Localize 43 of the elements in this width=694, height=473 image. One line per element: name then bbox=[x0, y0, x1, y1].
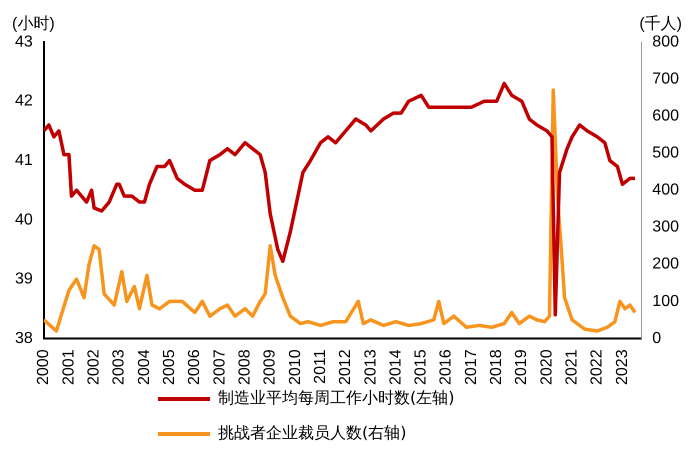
x-tick-label: 2020 bbox=[538, 349, 556, 385]
y-tick-label: 38 bbox=[15, 330, 33, 347]
x-tick-label: 2006 bbox=[186, 349, 204, 385]
y2-tick-label: 600 bbox=[652, 108, 680, 125]
x-tick-label: 2023 bbox=[614, 349, 631, 385]
x-tick-label: 2011 bbox=[312, 349, 329, 384]
legend-label: 制造业平均每周工作小时数(左轴) bbox=[218, 388, 454, 409]
y2-tick-label: 500 bbox=[652, 144, 680, 162]
legend-label: 挑战者企业裁员人数(右轴) bbox=[218, 423, 406, 444]
y2-tick-label: 300 bbox=[652, 218, 680, 236]
x-tick-label: 2019 bbox=[513, 349, 530, 385]
y2-tick-label: 0 bbox=[652, 330, 662, 347]
y-tick-label: 43 bbox=[15, 33, 33, 50]
y2-tick-label: 100 bbox=[652, 292, 680, 310]
x-tick-label: 2008 bbox=[236, 349, 254, 385]
x-tick-label: 2001 bbox=[60, 349, 78, 385]
x-tick-label: 2000 bbox=[35, 349, 52, 385]
x-tick-label: 2013 bbox=[362, 349, 380, 385]
y-tick-label: 39 bbox=[15, 270, 33, 288]
x-tick-label: 2014 bbox=[387, 349, 404, 385]
x-tick-label: 2022 bbox=[588, 349, 606, 385]
y-axis-title: (小时) bbox=[12, 14, 55, 32]
x-tick-label: 2003 bbox=[110, 349, 128, 385]
y-tick-label: 40 bbox=[15, 211, 33, 228]
y2-axis-title: (千人) bbox=[639, 14, 682, 32]
x-tick-label: 2005 bbox=[160, 349, 178, 385]
x-tick-label: 2012 bbox=[337, 349, 354, 385]
x-tick-label: 2017 bbox=[462, 349, 480, 385]
x-tick-label: 2021 bbox=[564, 349, 581, 385]
x-tick-label: 2010 bbox=[286, 349, 304, 385]
y2-tick-label: 800 bbox=[652, 33, 680, 50]
x-tick-label: 2007 bbox=[211, 349, 228, 385]
y-tick-label: 41 bbox=[15, 152, 33, 169]
x-tick-label: 2018 bbox=[488, 349, 506, 385]
y-tick-label: 42 bbox=[15, 92, 33, 110]
x-tick-label: 2009 bbox=[262, 349, 279, 385]
y2-tick-label: 400 bbox=[652, 182, 680, 199]
x-tick-label: 2016 bbox=[438, 349, 455, 385]
x-tick-label: 2015 bbox=[412, 349, 430, 385]
x-tick-label: 2002 bbox=[86, 349, 103, 385]
y2-tick-label: 700 bbox=[652, 70, 680, 88]
x-tick-label: 2004 bbox=[136, 349, 153, 385]
y2-tick-label: 200 bbox=[652, 256, 680, 273]
